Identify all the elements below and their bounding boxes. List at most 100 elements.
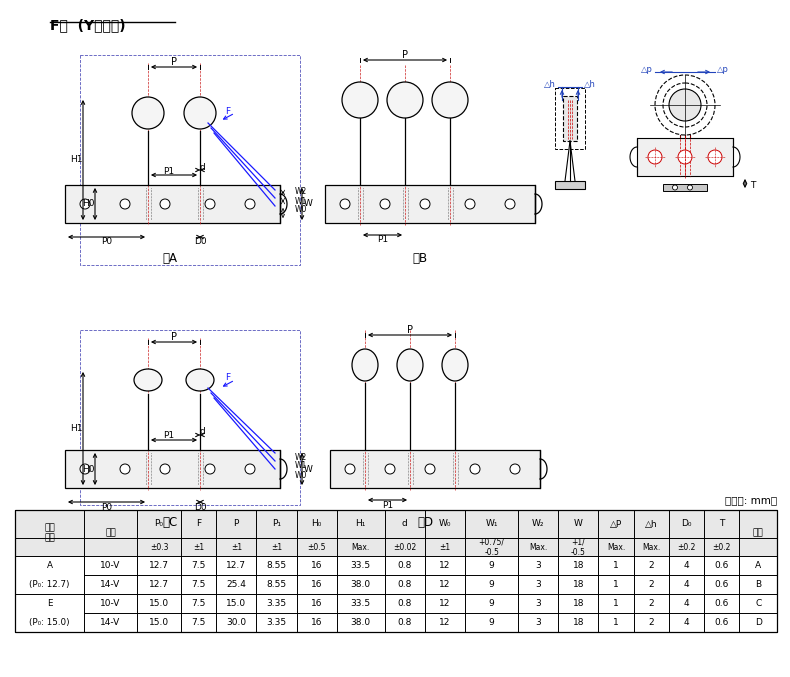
Text: 3: 3 bbox=[535, 561, 541, 570]
Text: T: T bbox=[750, 181, 755, 190]
Text: D: D bbox=[754, 618, 762, 627]
Text: 30.0: 30.0 bbox=[226, 618, 246, 627]
Text: 4: 4 bbox=[683, 580, 690, 589]
Circle shape bbox=[708, 150, 722, 164]
Bar bbox=[16, 613, 84, 632]
Text: ±0.2: ±0.2 bbox=[713, 542, 731, 552]
Text: 4: 4 bbox=[683, 618, 690, 627]
Circle shape bbox=[245, 199, 255, 209]
Bar bbox=[325, 185, 535, 223]
Text: 18: 18 bbox=[573, 599, 584, 608]
Circle shape bbox=[80, 199, 90, 209]
Text: 18: 18 bbox=[573, 580, 584, 589]
Text: F型  (Y型引脚): F型 (Y型引脚) bbox=[50, 18, 126, 32]
Text: H1: H1 bbox=[70, 424, 82, 433]
Text: 编带
代码: 编带 代码 bbox=[44, 523, 55, 543]
Text: 2: 2 bbox=[649, 599, 654, 608]
Text: 图A: 图A bbox=[163, 251, 178, 265]
Circle shape bbox=[160, 199, 170, 209]
Circle shape bbox=[505, 199, 515, 209]
Text: 8.55: 8.55 bbox=[266, 580, 287, 589]
Bar bbox=[80, 330, 300, 505]
Text: (P0: 12.7): (P0: 12.7) bbox=[28, 580, 72, 589]
Text: ±0.3: ±0.3 bbox=[150, 542, 168, 552]
Text: W1: W1 bbox=[295, 196, 307, 206]
Text: T: T bbox=[719, 519, 724, 529]
Text: 12: 12 bbox=[439, 599, 451, 608]
Text: 0.6: 0.6 bbox=[714, 618, 729, 627]
Text: 图形: 图形 bbox=[753, 529, 763, 538]
Bar bbox=[663, 184, 707, 191]
Text: W2: W2 bbox=[295, 452, 307, 462]
Text: 8.55: 8.55 bbox=[266, 561, 287, 570]
Text: A: A bbox=[47, 561, 53, 570]
Text: 12: 12 bbox=[439, 580, 451, 589]
Circle shape bbox=[385, 464, 395, 474]
Text: Max.: Max. bbox=[607, 542, 625, 552]
Text: d: d bbox=[402, 519, 408, 529]
Text: W1: W1 bbox=[295, 462, 307, 471]
Text: 9: 9 bbox=[489, 580, 495, 589]
Bar bbox=[637, 138, 733, 176]
Ellipse shape bbox=[397, 349, 423, 381]
Text: 33.5: 33.5 bbox=[351, 599, 371, 608]
Text: P: P bbox=[402, 50, 408, 60]
Text: 3: 3 bbox=[535, 599, 541, 608]
Ellipse shape bbox=[352, 349, 378, 381]
Text: 9: 9 bbox=[489, 599, 495, 608]
Text: Max.: Max. bbox=[642, 542, 660, 552]
Text: 16: 16 bbox=[311, 618, 322, 627]
Text: P: P bbox=[171, 57, 177, 67]
Ellipse shape bbox=[186, 369, 214, 391]
Text: P: P bbox=[171, 332, 177, 342]
Circle shape bbox=[342, 82, 378, 118]
Circle shape bbox=[648, 150, 662, 164]
Text: (P₀: 15.0): (P₀: 15.0) bbox=[29, 618, 70, 627]
Circle shape bbox=[184, 97, 216, 129]
Text: △P: △P bbox=[610, 519, 623, 529]
Text: △p: △p bbox=[641, 64, 653, 74]
Text: W0: W0 bbox=[295, 471, 307, 479]
Circle shape bbox=[120, 199, 130, 209]
Circle shape bbox=[340, 199, 350, 209]
Text: 3: 3 bbox=[535, 580, 541, 589]
Text: D0: D0 bbox=[194, 238, 206, 246]
Text: P0: P0 bbox=[101, 238, 112, 246]
Bar bbox=[65, 185, 280, 223]
Text: W₁: W₁ bbox=[485, 519, 498, 529]
Text: 0.6: 0.6 bbox=[714, 599, 729, 608]
Text: 2: 2 bbox=[649, 580, 654, 589]
Text: 38.0: 38.0 bbox=[351, 618, 371, 627]
Text: 38.0: 38.0 bbox=[351, 580, 371, 589]
Circle shape bbox=[465, 199, 475, 209]
Text: ±0.5: ±0.5 bbox=[307, 542, 326, 552]
Circle shape bbox=[205, 199, 215, 209]
Text: 12: 12 bbox=[439, 561, 451, 570]
Text: P1: P1 bbox=[382, 500, 393, 510]
Text: 7.5: 7.5 bbox=[191, 561, 205, 570]
Text: F: F bbox=[225, 106, 231, 116]
Text: ±0.02: ±0.02 bbox=[393, 542, 416, 552]
Text: F: F bbox=[196, 519, 201, 529]
Text: ±1: ±1 bbox=[271, 542, 282, 552]
Circle shape bbox=[380, 199, 390, 209]
Text: ±1: ±1 bbox=[193, 542, 204, 552]
Text: 图B: 图B bbox=[412, 251, 427, 265]
Text: P1: P1 bbox=[377, 236, 388, 244]
Text: 系列: 系列 bbox=[105, 529, 116, 538]
Text: H0: H0 bbox=[81, 200, 94, 209]
Text: 12.7: 12.7 bbox=[149, 561, 169, 570]
Bar bbox=[16, 574, 84, 576]
Circle shape bbox=[245, 464, 255, 474]
Bar bbox=[16, 556, 84, 575]
Circle shape bbox=[425, 464, 435, 474]
Text: 2: 2 bbox=[649, 618, 654, 627]
Text: 12.7: 12.7 bbox=[226, 561, 246, 570]
Circle shape bbox=[672, 185, 678, 190]
Text: 10-V: 10-V bbox=[100, 599, 121, 608]
Text: 14-V: 14-V bbox=[100, 618, 121, 627]
Ellipse shape bbox=[442, 349, 468, 381]
Text: P₀: P₀ bbox=[155, 519, 164, 529]
Text: (P₀: 12.7): (P₀: 12.7) bbox=[29, 580, 70, 589]
Text: P: P bbox=[234, 519, 239, 529]
